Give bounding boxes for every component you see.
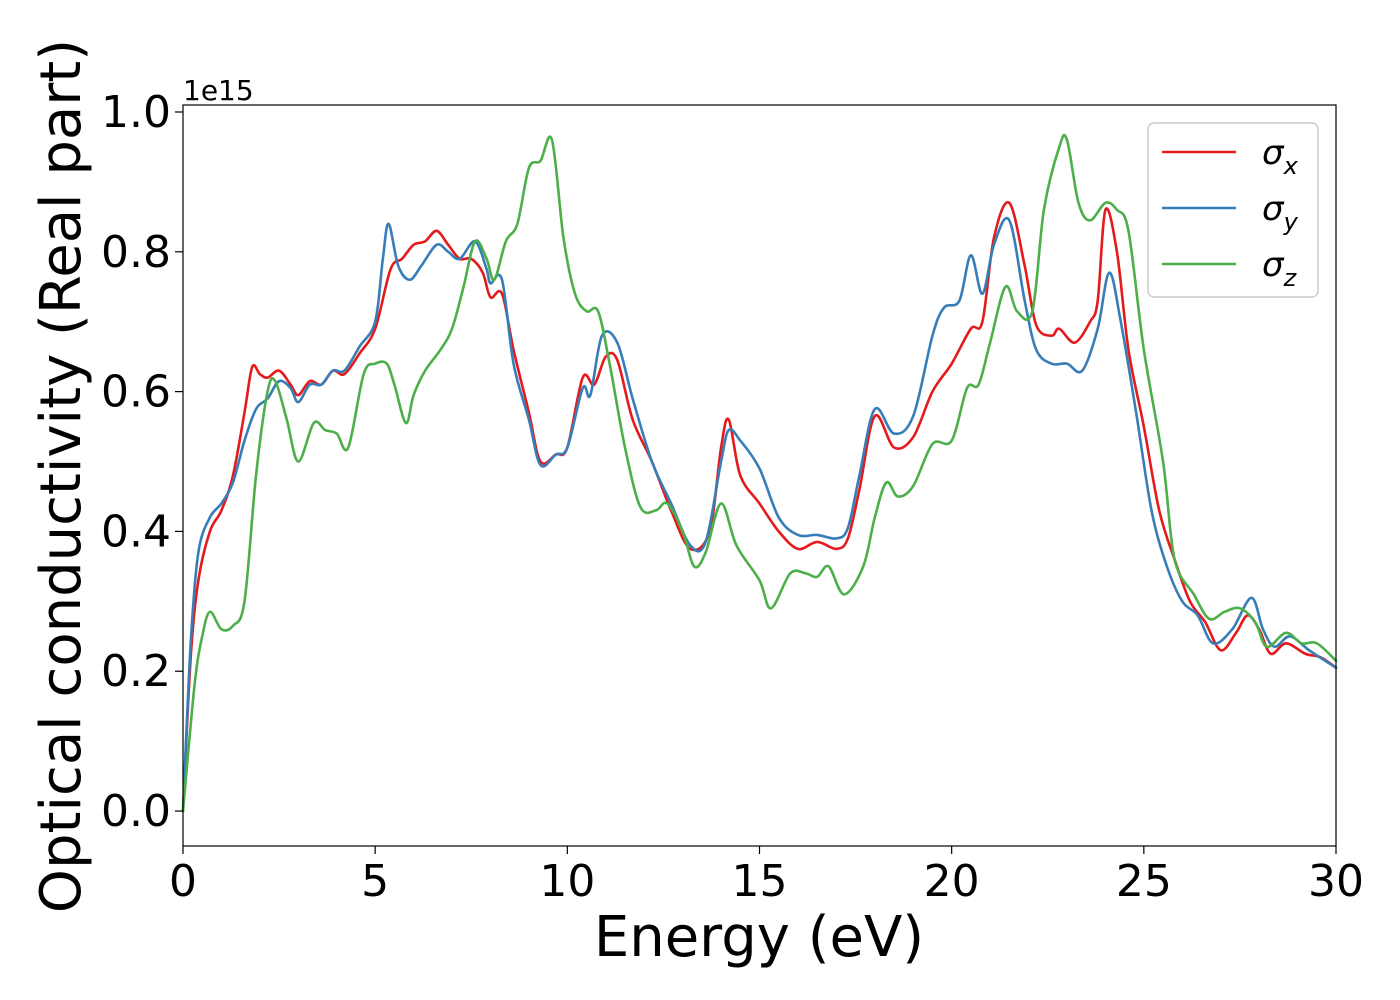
x-tick-label: 0 — [169, 856, 197, 907]
legend-frame — [1147, 122, 1319, 298]
legend-label-x: σx — [1262, 133, 1299, 180]
y-offset-label: 1e15 — [183, 74, 254, 107]
y-tick-label: 1.0 — [101, 87, 171, 138]
y-tick-label: 0.6 — [101, 367, 171, 418]
x-tick-label: 30 — [1308, 856, 1364, 907]
legend-items: σx σy σz — [1162, 133, 1299, 292]
series-line-y — [181, 216, 1338, 813]
x-axis: 0 5 10 15 20 25 30 — [169, 846, 1364, 907]
x-tick-label: 20 — [924, 856, 980, 907]
legend-label-z: σz — [1262, 245, 1298, 292]
y-axis: 0.0 0.2 0.4 0.6 0.8 1.0 — [101, 87, 183, 837]
x-tick-label: 25 — [1116, 856, 1172, 907]
y-tick-label: 0.0 — [101, 786, 171, 837]
x-tick-label: 5 — [361, 856, 389, 907]
x-axis-title: Energy (eV) — [594, 905, 924, 970]
y-tick-label: 0.8 — [101, 227, 171, 278]
series-layer — [181, 133, 1338, 813]
y-tick-label: 0.2 — [101, 646, 171, 697]
y-tick-label: 0.4 — [101, 506, 171, 557]
legend-label-y: σy — [1262, 189, 1299, 236]
x-tick-label: 10 — [539, 856, 595, 907]
legend: σx σy σz — [1147, 122, 1319, 298]
y-axis-title: Optical conductivity (Real part) — [29, 39, 94, 913]
x-tick-label: 15 — [732, 856, 788, 907]
series-line-z — [181, 133, 1338, 813]
